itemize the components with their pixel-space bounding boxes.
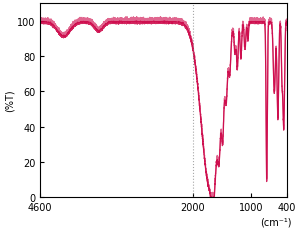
Y-axis label: (%T): (%T) bbox=[4, 90, 14, 112]
Text: (cm⁻¹): (cm⁻¹) bbox=[260, 217, 292, 226]
